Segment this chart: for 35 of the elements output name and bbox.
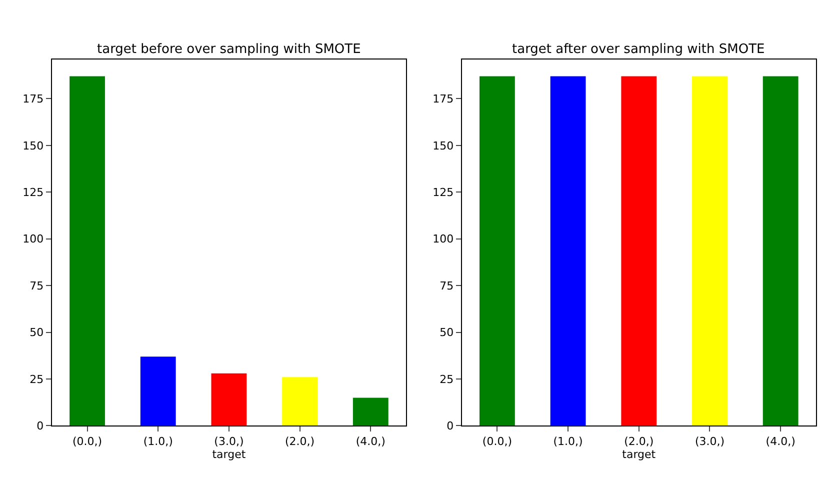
x-tick-label: (4.0,) [766, 434, 796, 448]
y-tick-label: 25 [30, 372, 44, 386]
y-tick-label: 100 [432, 232, 454, 246]
x-axis-title: target [622, 448, 656, 461]
bar [70, 76, 105, 426]
chart-title: target before over sampling with SMOTE [97, 42, 361, 57]
chart-title: target after over sampling with SMOTE [512, 42, 765, 57]
y-tick-label: 50 [440, 326, 454, 340]
y-tick-label: 0 [446, 420, 454, 433]
x-tick-label: (0.0,) [72, 434, 102, 448]
y-tick-label: 125 [432, 186, 454, 199]
x-tick-label: (3.0,) [694, 434, 725, 448]
y-tick-label: 0 [36, 420, 44, 433]
x-tick-label: (4.0,) [356, 434, 386, 448]
bar [352, 398, 388, 426]
x-tick-label: (1.0,) [143, 434, 173, 448]
y-tick-label: 175 [432, 92, 454, 106]
y-tick-label: 125 [22, 186, 44, 199]
bar [211, 373, 247, 426]
x-tick-label: (0.0,) [482, 434, 512, 448]
y-tick-label: 150 [432, 139, 454, 152]
bar [282, 377, 318, 426]
x-tick-label: (1.0,) [553, 434, 583, 448]
y-tick-label: 75 [440, 279, 454, 292]
y-tick-label: 75 [30, 279, 44, 292]
y-tick-label: 100 [22, 232, 44, 246]
y-tick-label: 150 [22, 139, 44, 152]
x-tick-label: (3.0,) [214, 434, 244, 448]
y-tick-label: 175 [22, 92, 44, 106]
x-tick-label: (2.0,) [624, 434, 654, 448]
y-tick-label: 25 [440, 372, 454, 386]
bar [140, 356, 176, 426]
x-tick-label: (2.0,) [285, 434, 315, 448]
x-axis-title: target [212, 448, 246, 461]
y-tick-label: 50 [30, 326, 44, 340]
